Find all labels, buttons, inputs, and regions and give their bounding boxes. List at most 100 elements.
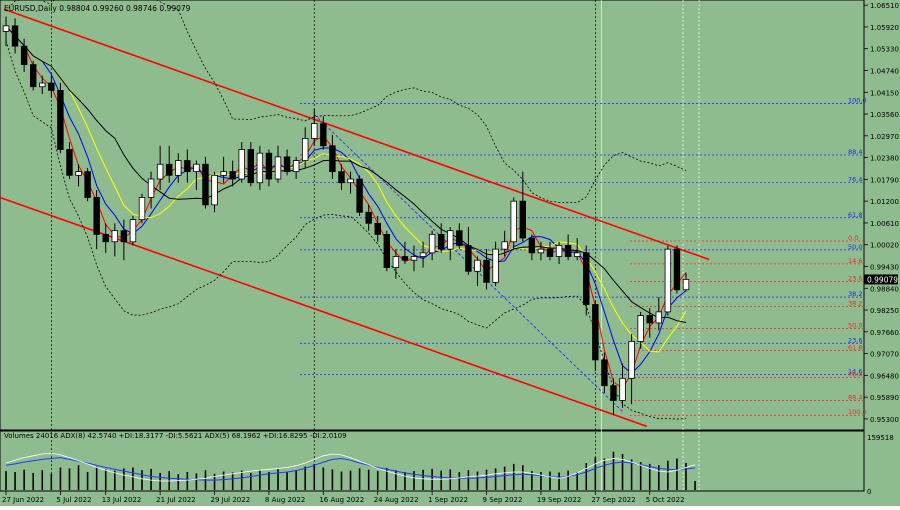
time-tick-label: 27 Sep 2022 <box>591 496 635 504</box>
candle-body <box>456 230 463 246</box>
fib-level-label: 23.6 <box>848 275 862 283</box>
price-tick-label: 1.05920 <box>870 24 899 32</box>
candle-body <box>57 90 64 150</box>
candle-body <box>646 315 653 324</box>
candles <box>2 16 690 416</box>
candle-body <box>664 248 672 313</box>
candle-body <box>129 219 137 243</box>
symbol-info: EURUSD,Daily 0.98804 0.99260 0.98746 0.9… <box>4 4 191 13</box>
candle-body <box>592 304 599 361</box>
candle-body <box>256 152 264 184</box>
volume-scale-zero: 0 <box>867 488 871 496</box>
candle-body <box>537 248 545 254</box>
price-tick-label: 1.02380 <box>870 155 899 163</box>
candle-body <box>483 259 490 283</box>
candle-body <box>419 252 427 257</box>
candle-body <box>320 123 327 147</box>
fib-level-label: 100.0 <box>848 408 867 416</box>
candle-body <box>111 230 119 243</box>
fib-level-label: 61.8 <box>848 211 862 219</box>
price-tick-label: 1.02970 <box>870 133 899 141</box>
candle-body <box>555 245 563 257</box>
candle-body <box>229 171 236 180</box>
time-tick-label: 9 Sep 2022 <box>483 496 523 504</box>
moving-averages <box>5 25 687 389</box>
candle-body <box>20 45 28 65</box>
price-tick-label: 0.97660 <box>870 329 899 337</box>
candle-body <box>347 178 354 184</box>
price-scale: 1.06510 1.05920 1.05330 1.04740 1.04150 1.035… <box>864 2 899 424</box>
candle-body <box>410 256 418 261</box>
price-tick-label: 1.00610 <box>870 220 899 228</box>
candle-body <box>2 25 10 32</box>
candle-body <box>329 145 336 173</box>
candle-body <box>247 149 255 184</box>
price-tick-label: 1.05330 <box>870 46 899 54</box>
time-tick-label: 1 Sep 2022 <box>428 496 468 504</box>
candle-body <box>175 160 182 176</box>
candle-body <box>338 171 345 184</box>
time-scale: 27 Jun 2022 5 Jul 2022 13 Jul 2022 21 Jul 2… <box>2 491 685 504</box>
fib-level-label: 14.6 <box>848 368 862 376</box>
candle-body <box>401 256 409 261</box>
fib-level-label: 100.0 <box>848 96 867 104</box>
candle-body <box>546 248 554 257</box>
time-tick-label: 5 Jul 2022 <box>56 496 91 504</box>
fib-level-label: 0.0 <box>848 234 858 242</box>
candle-body <box>301 138 309 161</box>
candle-body <box>39 82 46 88</box>
price-tick-label: 1.03560 <box>870 111 899 119</box>
candle-body <box>474 259 481 272</box>
candle-body <box>283 156 291 173</box>
candle-body <box>428 233 436 254</box>
candle-body <box>193 163 200 173</box>
bollinger-lower <box>5 40 687 420</box>
candle-body <box>365 211 372 224</box>
candle-body <box>220 171 227 176</box>
candle-body <box>356 178 363 213</box>
candle-body <box>311 123 318 139</box>
candle-body <box>374 222 381 235</box>
ma-blue-line <box>5 25 687 374</box>
candle-body <box>492 248 499 283</box>
candle-body <box>601 359 608 387</box>
price-tick-label: 0.98250 <box>870 307 899 315</box>
candle-body <box>501 241 508 250</box>
time-tick-label: 5 Oct 2022 <box>646 496 685 504</box>
price-tick-label: 0.97070 <box>870 351 899 359</box>
candle-body <box>682 279 690 291</box>
price-tick-label: 1.04150 <box>870 89 899 97</box>
candle-body <box>165 163 173 176</box>
ma-black-line <box>5 25 687 323</box>
time-tick-label: 21 Jul 2022 <box>156 496 196 504</box>
candle-body <box>437 233 445 250</box>
fib-level-label: 88.4 <box>848 393 862 401</box>
candle-body <box>583 252 590 305</box>
channel-upper-line <box>3 8 710 261</box>
candle-body <box>519 200 527 239</box>
candle-body <box>392 256 400 268</box>
candle-body <box>84 171 91 198</box>
candle-body <box>637 315 644 342</box>
fib-level-label: 61.8 <box>848 344 862 352</box>
fib-level-label: 76.4 <box>848 371 862 379</box>
candle-body <box>265 152 273 180</box>
price-tick-label: 1.01790 <box>870 176 899 184</box>
fibonacci-levels: 100.0 88.4 76.4 61.8 50.0 38.2 23.6 14.6 0.0 14.6… <box>300 96 867 416</box>
candle-body <box>292 160 300 173</box>
time-tick-label: 29 Jul 2022 <box>211 496 251 504</box>
fib-level-label: 38.2 <box>848 290 862 298</box>
candle-body <box>211 174 218 206</box>
price-tick-label: 1.00020 <box>870 242 899 250</box>
time-tick-label: 13 Jul 2022 <box>102 496 142 504</box>
fib-level-label: 50.0 <box>848 321 862 329</box>
candle-body <box>628 341 635 379</box>
candle-body <box>610 385 617 401</box>
fib-level-label: 50.0 <box>848 243 862 251</box>
candle-body <box>465 245 472 272</box>
candle-body <box>238 149 245 180</box>
candle-body <box>510 200 517 243</box>
candle-body <box>274 156 282 180</box>
